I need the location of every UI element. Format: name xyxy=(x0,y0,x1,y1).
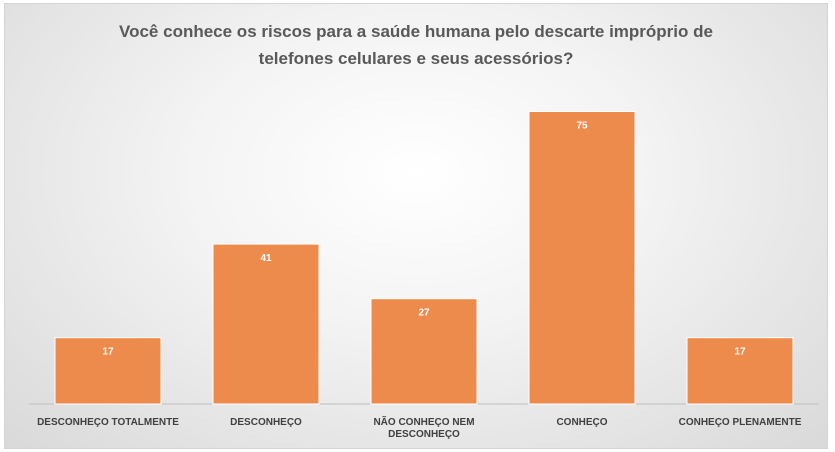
chart-frame: Você conhece os riscos para a saúde huma… xyxy=(4,3,828,449)
bar-value-label: 75 xyxy=(576,121,588,132)
category-label: DESCONHEÇO xyxy=(388,429,460,440)
bar xyxy=(212,243,320,405)
bar-value-label: 17 xyxy=(102,347,114,358)
bar xyxy=(54,337,162,405)
bar-value-label: 27 xyxy=(418,308,430,319)
bar-value-label: 17 xyxy=(734,347,746,358)
bar xyxy=(686,337,794,405)
bar-value-label: 41 xyxy=(260,253,272,264)
category-label: NÃO CONHEÇO NEM xyxy=(373,415,474,428)
chart-title-line-2: telefones celulares e seus acessórios? xyxy=(258,49,574,68)
bar xyxy=(370,298,478,405)
category-label: CONHEÇO xyxy=(556,417,607,428)
category-label: DESCONHEÇO TOTALMENTE xyxy=(37,417,179,428)
chart-title: Você conhece os riscos para a saúde huma… xyxy=(5,18,827,72)
category-label: DESCONHEÇO xyxy=(230,417,302,428)
bar-chart-plot: 17 DESCONHEÇO TOTALMENTE 41 DESCONHEÇO 27 NÃO… xyxy=(29,111,819,440)
category-label: CONHEÇO PLENAMENTE xyxy=(679,417,802,428)
chart-title-line-1: Você conhece os riscos para a saúde huma… xyxy=(119,22,713,41)
bar xyxy=(528,111,636,405)
